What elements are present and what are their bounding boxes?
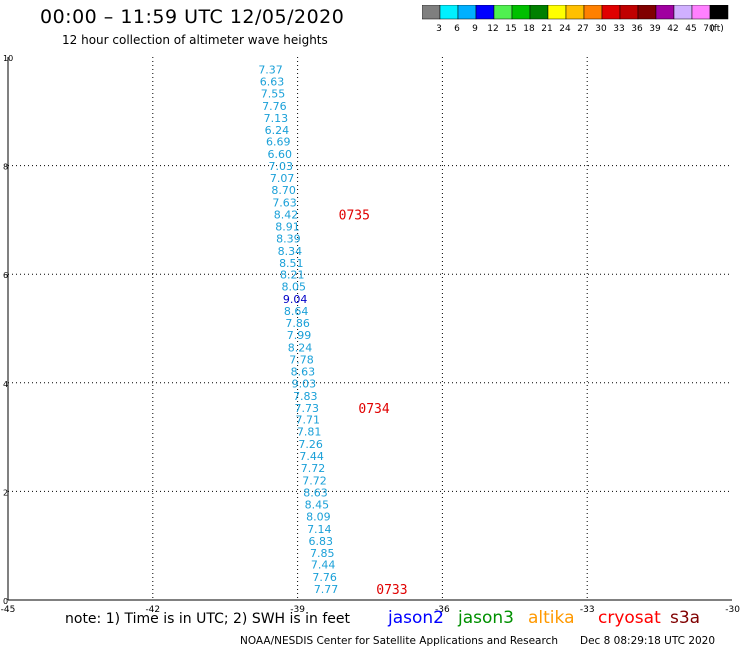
colorbar-label: 9	[472, 24, 478, 34]
wave-height-point: 8.63	[291, 365, 316, 378]
y-tick-label: 10	[3, 54, 13, 63]
wave-height-point: 7.85	[310, 547, 335, 560]
legend-cryosat: cryosat	[598, 608, 661, 628]
wave-height-point: 7.72	[301, 462, 326, 475]
wave-height-point: 7.72	[302, 475, 327, 488]
colorbar-label: 24	[559, 24, 571, 34]
wave-height-point: 8.70	[271, 184, 296, 197]
colorbar-label: 12	[487, 24, 498, 34]
time-annotation: 0735	[339, 208, 370, 223]
wave-height-point: 7.37	[258, 63, 283, 76]
colorbar-label: 30	[595, 24, 607, 34]
colorbar-label: 36	[631, 24, 643, 34]
wave-height-point: 7.44	[311, 559, 336, 572]
x-tick-label: -36	[435, 605, 450, 612]
wave-height-point: 8.24	[288, 342, 313, 355]
colorbar-swatch	[709, 5, 729, 20]
wave-height-point: 8.63	[303, 486, 328, 499]
y-tick-label: 4	[3, 380, 8, 389]
wave-height-point: 7.13	[264, 112, 289, 125]
wave-height-point: 6.83	[309, 535, 334, 548]
colorbar-label: 3	[436, 24, 442, 34]
wave-height-point: 8.64	[284, 305, 309, 318]
wave-height-point: 6.24	[265, 124, 290, 137]
wave-height-point: 7.07	[270, 172, 295, 185]
colorbar-label: 45	[685, 24, 696, 34]
colorbar-label: 70	[703, 24, 715, 34]
y-tick-label: 8	[3, 163, 8, 172]
colorbar-label: (ft)	[710, 24, 724, 34]
colorbar-label: 15	[505, 24, 516, 34]
x-tick-label: -33	[580, 605, 595, 612]
wave-height-point: 7.76	[262, 100, 287, 113]
wave-height-point: 7.77	[314, 583, 339, 596]
wave-height-point: 8.51	[279, 257, 304, 270]
wave-height-point: 6.69	[266, 136, 291, 149]
legend-s3a: s3a	[670, 608, 701, 628]
wave-height-point: 7.71	[295, 414, 320, 427]
wave-height-point: 7.44	[299, 450, 324, 463]
wave-height-point: 7.63	[272, 197, 297, 210]
legend-jason3: jason3	[458, 608, 514, 628]
x-tick-label: -39	[290, 605, 305, 612]
time-annotation: 0733	[376, 583, 407, 598]
colorbar-label: 6	[454, 24, 460, 34]
wave-height-point: 8.34	[278, 245, 303, 258]
x-tick-label: -42	[145, 605, 160, 612]
wave-height-point: 8.45	[305, 498, 330, 511]
colorbar-label: 39	[649, 24, 661, 34]
chart-subtitle: 12 hour collection of altimeter wave hei…	[62, 33, 328, 47]
wave-height-point: 6.60	[267, 148, 292, 161]
wave-height-point: 7.03	[268, 160, 293, 173]
wave-height-point: 7.73	[295, 402, 320, 415]
wave-height-point: 7.86	[285, 317, 310, 330]
wave-height-point: 8.39	[276, 232, 301, 245]
time-annotation: 0734	[358, 402, 389, 417]
colorbar-label: 42	[667, 24, 678, 34]
footer-timestamp: Dec 8 08:29:18 UTC 2020	[580, 635, 716, 647]
wave-height-point: 7.55	[261, 87, 286, 100]
colorbar-label: 21	[541, 24, 552, 34]
colorbar-label: 27	[577, 24, 588, 34]
x-tick-label: -45	[1, 605, 16, 612]
wave-height-point: 8.09	[306, 510, 331, 523]
wave-height-point: 8.21	[280, 269, 305, 282]
footer-credit: NOAA/NESDIS Center for Satellite Applica…	[240, 635, 558, 647]
wave-height-point: 7.78	[289, 353, 314, 366]
y-tick-label: 6	[3, 271, 8, 280]
color-scale-bar: 3 6 9 12 15 18 21 24 27 30 33 36 39 42 45 70(ft)	[422, 5, 729, 34]
x-tick-label: -30	[725, 605, 740, 612]
note-text: note: 1) Time is in UTC; 2) SWH is in fe…	[65, 611, 351, 627]
wave-height-point: 7.14	[307, 523, 332, 536]
colorbar-label: 33	[613, 24, 624, 34]
colorbar-label: 18	[523, 24, 535, 34]
wave-height-point: 7.83	[293, 390, 318, 403]
wave-height-point: 8.42	[274, 208, 299, 221]
legend-jason2: jason2	[388, 608, 444, 628]
wave-height-point: 8.05	[281, 281, 306, 294]
wave-height-point: 9.04	[283, 293, 308, 306]
wave-height-point: 9.03	[292, 377, 317, 390]
wave-height-point: 7.81	[297, 426, 322, 439]
wave-height-point: 7.26	[298, 438, 323, 451]
chart-title: 00:00 – 11:59 UTC 12/05/2020	[40, 6, 345, 28]
wave-height-point: 7.99	[287, 329, 312, 342]
legend-altika: altika	[528, 608, 575, 628]
wave-height-point: 6.63	[260, 75, 285, 88]
y-tick-label: 2	[3, 488, 8, 497]
y-tick-label: 0	[3, 597, 8, 606]
wave-height-point: 7.76	[312, 571, 337, 584]
wave-height-point: 8.91	[275, 220, 300, 233]
